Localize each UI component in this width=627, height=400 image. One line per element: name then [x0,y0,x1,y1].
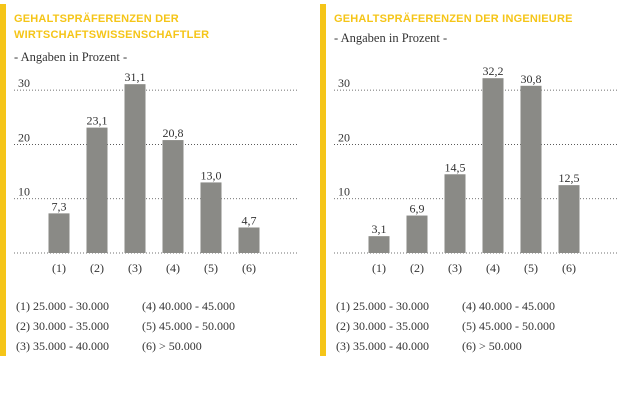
x-tick-label: (4) [486,261,500,275]
legend-entry: (1) 25.000 - 30.000 [336,299,429,313]
bar [482,78,504,253]
x-tick-label: (1) [52,261,66,275]
data-label: 31,1 [125,70,146,84]
data-label: 6,9 [410,202,425,216]
legend-row: (3) 35.000 - 40.000 (6) > 50.000 [16,336,286,356]
legend: (1) 25.000 - 30.000 (4) 40.000 - 45.000 … [16,296,286,356]
bar [444,174,466,253]
legend-entry: (5) 45.000 - 50.000 [462,319,555,333]
legend-entry: (3) 35.000 - 40.000 [336,339,429,353]
legend-row: (1) 25.000 - 30.000 (4) 40.000 - 45.000 [336,296,606,316]
legend-entry: (1) 25.000 - 30.000 [16,299,109,313]
y-tick-label: 20 [338,130,350,144]
chart-panel-engineers: GEHALTSPRÄFERENZEN DER INGENIEURE - Anga… [320,0,620,360]
bar [124,84,146,254]
legend-entry: (3) 35.000 - 40.000 [16,339,109,353]
legend-row: (1) 25.000 - 30.000 (4) 40.000 - 45.000 [16,296,286,316]
data-label: 14,5 [445,160,466,174]
legend-row: (2) 30.000 - 35.000 (5) 45.000 - 50.000 [336,316,606,336]
x-tick-label: (5) [204,261,218,275]
bar [368,236,390,253]
bar [200,182,222,253]
accent-bar [320,4,326,356]
legend-entry: (2) 30.000 - 35.000 [16,319,109,333]
y-tick-label: 20 [18,130,30,144]
x-tick-label: (5) [524,261,538,275]
x-tick-label: (1) [372,261,386,275]
legend-entry: (6) > 50.000 [462,339,522,353]
x-tick-label: (3) [128,261,142,275]
y-tick-label: 30 [338,76,350,90]
y-tick-label: 10 [18,185,30,199]
data-label: 32,2 [483,64,504,78]
x-tick-label: (4) [166,261,180,275]
chart-panel-economists: GEHALTSPRÄFERENZEN DER WIRTSCHAFTSWISSEN… [0,0,300,360]
legend: (1) 25.000 - 30.000 (4) 40.000 - 45.000 … [336,296,606,356]
bar [558,185,580,253]
data-label: 4,7 [242,213,257,227]
data-label: 30,8 [521,72,542,86]
data-label: 3,1 [372,222,387,236]
legend-entry: (2) 30.000 - 35.000 [336,319,429,333]
bar [86,127,108,253]
x-tick-label: (2) [410,261,424,275]
bar [162,140,184,253]
legend-entry: (6) > 50.000 [142,339,202,353]
bar-chart-economists: 10 20 30 7,3 (1) 23,1 (2) 31,1 (3) 20,8 (4) 13,0 (5)… [14,70,298,275]
x-tick-label: (2) [90,261,104,275]
chart-subtitle: - Angaben in Prozent - [334,31,448,45]
y-tick-label: 30 [18,76,30,90]
legend-row: (3) 35.000 - 40.000 (6) > 50.000 [336,336,606,356]
bar [48,213,70,253]
bar-chart-engineers: 10 20 30 3,1 (1) 6,9 (2) 14,5 (3) 32,2 (4) 30,8 (5) 1… [334,64,618,275]
bar [406,215,428,253]
chart-title: GEHALTSPRÄFERENZEN DER INGENIEURE [334,13,573,25]
legend-row: (2) 30.000 - 35.000 (5) 45.000 - 50.000 [16,316,286,336]
x-tick-label: (6) [562,261,576,275]
data-label: 12,5 [559,171,580,185]
legend-entry: (5) 45.000 - 50.000 [142,319,235,333]
bar [238,227,260,253]
data-label: 23,1 [87,114,108,128]
accent-bar [0,4,6,356]
chart-title: GEHALTSPRÄFERENZEN DER WIRTSCHAFTSWISSEN… [14,13,210,41]
chart-subtitle: - Angaben in Prozent - [14,50,128,64]
data-label: 20,8 [163,126,184,140]
data-label: 13,0 [201,168,222,182]
x-tick-label: (3) [448,261,462,275]
y-tick-label: 10 [338,185,350,199]
data-label: 7,3 [52,199,67,213]
bar [520,85,542,253]
legend-entry: (4) 40.000 - 45.000 [142,299,235,313]
x-tick-label: (6) [242,261,256,275]
legend-entry: (4) 40.000 - 45.000 [462,299,555,313]
